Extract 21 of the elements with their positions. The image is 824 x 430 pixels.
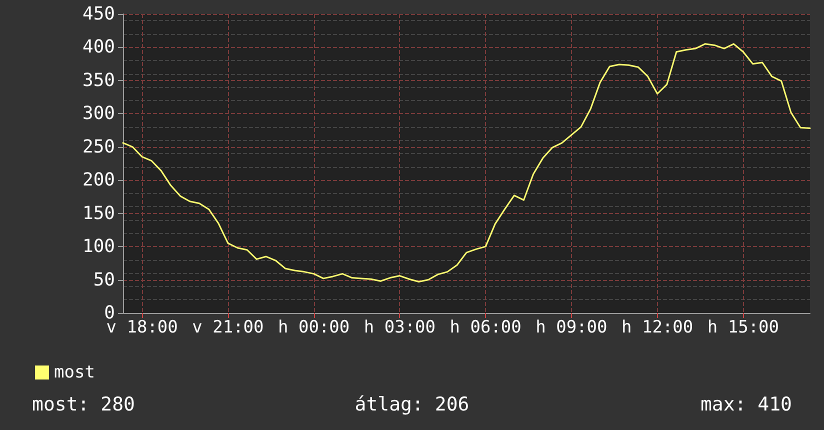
y-tick-label: 450 [82,4,115,24]
y-tick-label: 250 [82,136,115,158]
text: max: 410 [700,394,792,416]
x-tick-label: v 21:00 [192,318,264,338]
y-tick-label: 300 [82,103,115,124]
y-tick-label: 100 [82,236,115,258]
x-tick-label: h 06:00 [450,318,522,338]
text: átlag: 206 [354,394,470,416]
y-tick-label: 400 [82,36,115,58]
y-tick-label: 350 [82,70,115,91]
y-tick-label: 50 [93,269,115,290]
x-tick-label: h 15:00 [707,318,780,338]
y-tick-label: 200 [82,170,115,191]
x-tick-label: h 03:00 [364,318,436,338]
x-tick-label: h 00:00 [278,318,350,338]
x-tick-label: h 09:00 [536,318,608,338]
line-series [122,43,811,283]
y-tick-label: 150 [82,202,115,224]
legend-label: most [54,362,95,382]
x-tick-label: h 12:00 [622,318,694,338]
text: most: 280 [32,394,135,416]
